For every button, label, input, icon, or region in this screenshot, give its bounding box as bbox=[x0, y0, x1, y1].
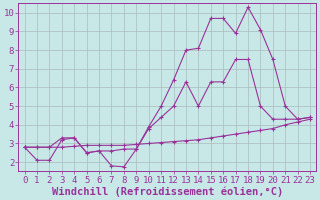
X-axis label: Windchill (Refroidissement éolien,°C): Windchill (Refroidissement éolien,°C) bbox=[52, 186, 283, 197]
